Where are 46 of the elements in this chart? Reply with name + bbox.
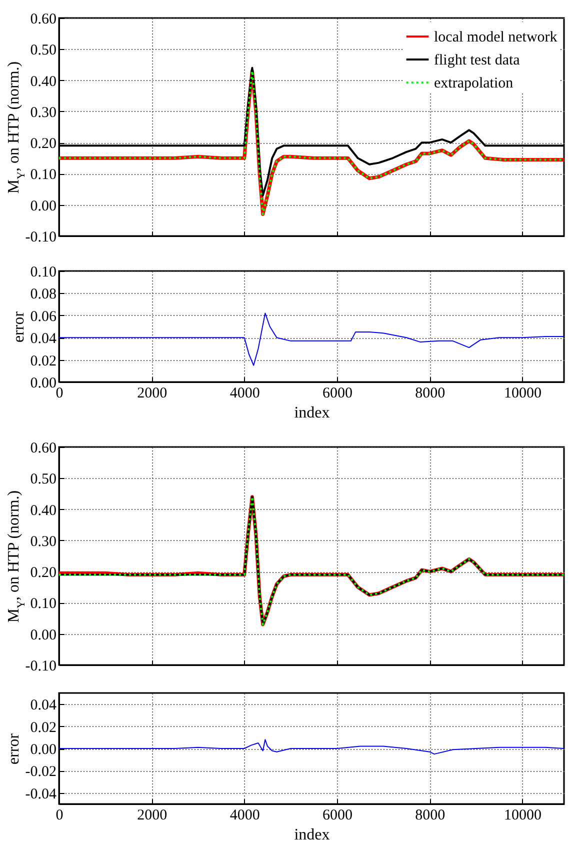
x-tick-label: 2000	[137, 808, 168, 824]
y-tick-label: 0.30	[30, 534, 56, 550]
legend-label: flight test data	[434, 52, 520, 68]
x-tick-label: 2000	[137, 386, 168, 402]
y-tick-label: 0.60	[30, 12, 56, 28]
y-tick-label: 0.60	[30, 440, 56, 456]
y-axis-title: error	[5, 732, 22, 765]
legend-label: local model network	[434, 30, 558, 46]
y-tick-label: 0.00	[30, 742, 56, 758]
x-tick-label: 0	[56, 808, 64, 824]
x-axis-title: index	[294, 826, 330, 844]
legend-label: extrapolation	[434, 76, 514, 92]
y-tick-label: 0.10	[30, 264, 56, 280]
y-tick-label: 0.40	[30, 74, 56, 90]
y-tick-label: 0.00	[30, 376, 56, 392]
x-tick-label: 4000	[230, 386, 260, 402]
x-tick-label: 0	[56, 386, 64, 402]
y-tick-label: 0.06	[30, 308, 57, 325]
y-tick-label: 0.02	[30, 720, 56, 736]
y-axis-title: error	[10, 310, 28, 343]
y-tick-label: 0.10	[30, 167, 56, 184]
y-tick-label: 0.30	[30, 104, 56, 121]
y-tick-label: 0.04	[30, 331, 57, 348]
x-tick-label: 10000	[504, 386, 542, 402]
y-tick-label: 0.02	[30, 353, 56, 370]
y-tick-label: 0.04	[30, 698, 57, 714]
y-tick-label: 0.20	[30, 565, 56, 582]
y-tick-label: 0.20	[30, 136, 56, 152]
x-tick-label: 6000	[322, 808, 352, 824]
x-tick-label: 4000	[230, 808, 260, 824]
y-tick-label: 0.50	[30, 42, 56, 59]
y-tick-label: -0.10	[25, 658, 56, 674]
y-tick-label: 0.00	[30, 198, 56, 214]
x-tick-label: 10000	[504, 808, 542, 824]
x-tick-label: 6000	[322, 386, 352, 402]
y-tick-label: 0.40	[30, 502, 56, 519]
x-axis-title: index	[294, 404, 330, 422]
y-tick-label: -0.10	[25, 230, 56, 246]
y-tick-label: -0.02	[25, 764, 56, 780]
y-tick-label: 0.50	[30, 472, 56, 488]
y-tick-label: 0.00	[30, 627, 56, 644]
y-tick-label: -0.04	[25, 786, 57, 802]
y-tick-label: 0.10	[30, 596, 56, 612]
x-tick-label: 8000	[415, 386, 446, 402]
y-tick-label: 0.08	[30, 286, 56, 303]
x-tick-label: 8000	[415, 808, 446, 824]
